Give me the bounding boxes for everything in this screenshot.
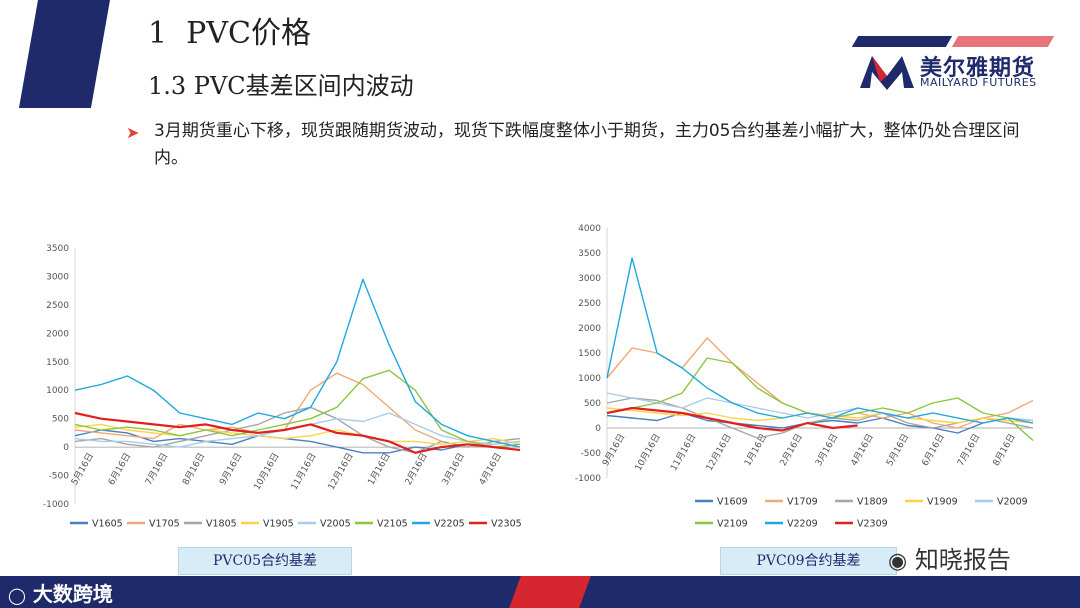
legend-label: V1805 — [206, 519, 237, 530]
x-tick-label: 1月16日 — [366, 451, 393, 487]
legend-label: V2305 — [491, 519, 522, 530]
y-tick-label: 0 — [595, 424, 601, 434]
x-tick-label: 10月16日 — [252, 451, 282, 492]
legend-label: V2005 — [320, 519, 351, 530]
y-tick-label: 4000 — [578, 224, 601, 234]
x-tick-label: 3月16日 — [440, 451, 467, 487]
y-tick-label: 1500 — [46, 358, 69, 368]
x-tick-label: 11月16日 — [668, 432, 698, 473]
y-tick-label: -1000 — [43, 500, 69, 510]
x-tick-label: 12月16日 — [704, 432, 734, 473]
x-tick-label: 7月16日 — [143, 451, 170, 487]
watermark-text: 知晓报告 — [914, 546, 1011, 574]
legend-label: V1605 — [92, 519, 123, 530]
series-line — [74, 369, 521, 448]
legend-label: V1909 — [927, 497, 958, 508]
header-stripe — [18, 0, 110, 108]
y-tick-label: -500 — [49, 472, 70, 482]
y-tick-label: 2500 — [578, 299, 601, 309]
y-tick-label: 1000 — [46, 386, 69, 396]
legend-label: V1709 — [787, 497, 818, 508]
x-tick-label: 3月16日 — [813, 432, 840, 468]
series-line — [606, 406, 858, 432]
x-tick-label: 2月16日 — [778, 432, 805, 468]
x-tick-label: 10月16日 — [633, 432, 663, 473]
y-tick-label: 2000 — [578, 324, 601, 334]
y-tick-label: 1000 — [578, 374, 601, 384]
page-title: 1 PVC价格 — [148, 16, 311, 51]
logo-en: MAILYARD FUTURES — [920, 76, 1037, 89]
y-tick-label: 0 — [63, 443, 69, 453]
chart2-caption: PVC09合约基差 — [720, 547, 897, 575]
series-line — [606, 257, 1034, 424]
logo-bar-blue — [851, 36, 953, 47]
series-line — [74, 406, 521, 454]
chart-pvc09-basis: 4000 3500 3000 2500 2000 1500 1000 500 0 -500 -100… — [575, 224, 1034, 530]
legend-label: V1809 — [857, 497, 888, 508]
legend-label: V2009 — [997, 497, 1028, 508]
y-tick-label: 2000 — [46, 329, 69, 339]
footer-red-accent — [509, 576, 591, 608]
y-tick-label: 1500 — [578, 349, 601, 359]
legend-label: V1609 — [717, 497, 748, 508]
x-tick-label: 8月16日 — [180, 451, 207, 487]
x-tick-label: 4月16日 — [477, 451, 504, 487]
chart-pvc05-basis: 3500 3000 2500 2000 1500 1000 500 0 -500 -1000 5月1… — [43, 244, 522, 530]
legend-label: V1905 — [263, 519, 294, 530]
x-tick-label: 4月16日 — [849, 432, 876, 468]
x-tick-label: 9月16日 — [600, 432, 627, 468]
y-tick-label: 3000 — [578, 274, 601, 284]
x-tick-label: 5月16日 — [884, 432, 911, 468]
page-subtitle: 1.3 PVC基差区间内波动 — [148, 72, 414, 100]
x-tick-label: 2月16日 — [403, 451, 430, 487]
y-tick-label: 2500 — [46, 301, 69, 311]
x-tick-label: 7月16日 — [955, 432, 982, 468]
wechat-icon: ◉ — [888, 549, 908, 574]
series-line — [74, 278, 521, 448]
logo-cn: 美尔雅期货 — [920, 56, 1036, 81]
y-tick-label: 3000 — [46, 272, 69, 282]
chart1-caption: PVC05合约基差 — [178, 547, 352, 575]
x-tick-label: 12月16日 — [326, 451, 356, 492]
y-tick-label: 3500 — [578, 249, 601, 259]
legend-label: V1705 — [149, 519, 180, 530]
bullet-text: 3月期货重心下移，现货跟随期货波动，现货下跌幅度整体小于期货，主力05合约基差小… — [154, 121, 1020, 168]
footer-brand-text: 大数跨境 — [32, 582, 113, 606]
series-line — [74, 429, 521, 454]
x-tick-label: 5月16日 — [69, 451, 96, 487]
brand-logo-icon: ◯ — [8, 586, 26, 605]
legend-label: V2309 — [857, 519, 888, 530]
y-tick-label: 3500 — [46, 244, 69, 254]
footer-brand: ◯ 大数跨境 — [8, 578, 113, 607]
x-tick-label: 11月16日 — [289, 451, 319, 492]
x-tick-label: 8月16日 — [991, 432, 1018, 468]
watermark: ◉ 知晓报告 — [888, 540, 1011, 575]
series-line — [74, 423, 521, 446]
bullet-arrow-icon: ➤ — [126, 123, 140, 142]
legend-label: V2109 — [717, 519, 748, 530]
y-tick-label: -1000 — [575, 474, 601, 484]
legend-label: V2209 — [787, 519, 818, 530]
x-tick-label: 6月16日 — [920, 432, 947, 468]
series-line — [606, 412, 1034, 434]
y-tick-label: 500 — [52, 415, 69, 425]
logo-mark-icon — [860, 56, 914, 90]
legend-label: V2105 — [377, 519, 408, 530]
series-line — [606, 407, 1034, 424]
x-tick-label: 6月16日 — [106, 451, 133, 487]
x-tick-label: 9月16日 — [217, 451, 244, 487]
logo-bar-red — [951, 36, 1055, 47]
y-tick-label: 500 — [584, 399, 601, 409]
series-line — [74, 411, 521, 454]
y-tick-label: -500 — [581, 449, 602, 459]
legend-label: V2205 — [434, 519, 465, 530]
